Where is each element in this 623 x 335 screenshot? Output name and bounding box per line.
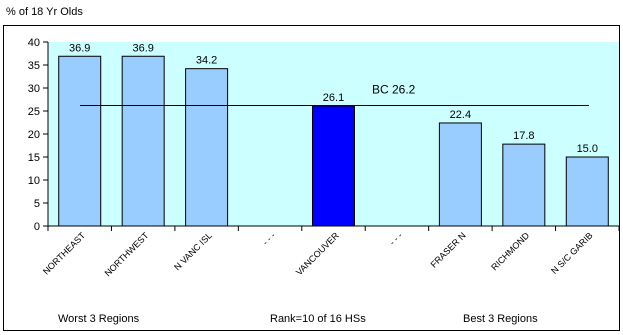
category-label-1: NORTHWEST bbox=[103, 230, 151, 278]
group-label-rank: Rank=10 of 16 HSs bbox=[270, 313, 366, 325]
bar-8 bbox=[565, 156, 609, 227]
bc-reference-label: BC 26.2 bbox=[372, 82, 416, 96]
category-label-2: N VANC ISL bbox=[172, 230, 214, 272]
bar-4 bbox=[312, 105, 355, 227]
category-label-0: NORTHEAST bbox=[41, 230, 88, 277]
bar-1 bbox=[121, 55, 165, 227]
y-tick-label-15: 15 bbox=[28, 152, 40, 164]
category-label-4: VANCOUVER bbox=[294, 230, 341, 277]
y-tick-label-40: 40 bbox=[28, 37, 40, 49]
group-label-best: Best 3 Regions bbox=[463, 313, 538, 325]
y-tick-label-0: 0 bbox=[34, 221, 40, 233]
value-label-2: 34.2 bbox=[196, 55, 217, 67]
group-label-worst: Worst 3 Regions bbox=[58, 313, 140, 325]
y-tick-label-30: 30 bbox=[28, 83, 40, 95]
y-tick-label-20: 20 bbox=[28, 129, 40, 141]
bar-2 bbox=[185, 68, 229, 227]
value-label-1: 36.9 bbox=[132, 42, 153, 54]
value-label-4: 26.1 bbox=[323, 92, 344, 104]
y-tick-label-25: 25 bbox=[28, 106, 40, 118]
category-label-7: RICHMOND bbox=[489, 230, 531, 272]
value-label-8: 15.0 bbox=[577, 143, 598, 155]
chart-frame bbox=[3, 25, 620, 331]
value-label-0: 36.9 bbox=[69, 42, 90, 54]
y-tick-label-35: 35 bbox=[28, 60, 40, 72]
value-label-7: 17.8 bbox=[513, 130, 534, 142]
category-label-8: N S/C GARIB bbox=[549, 230, 595, 276]
bar-0 bbox=[58, 55, 102, 227]
category-label-6: FRASER N bbox=[429, 230, 468, 269]
category-label-3: - - - bbox=[260, 230, 277, 247]
bar-6 bbox=[438, 122, 482, 227]
y-tick-label-5: 5 bbox=[34, 198, 40, 210]
value-label-6: 22.4 bbox=[450, 109, 471, 121]
y-axis-title: % of 18 Yr Olds bbox=[6, 6, 83, 18]
category-label-5: - - - bbox=[387, 230, 404, 247]
y-tick-label-10: 10 bbox=[28, 175, 40, 187]
bar-7 bbox=[502, 143, 546, 227]
